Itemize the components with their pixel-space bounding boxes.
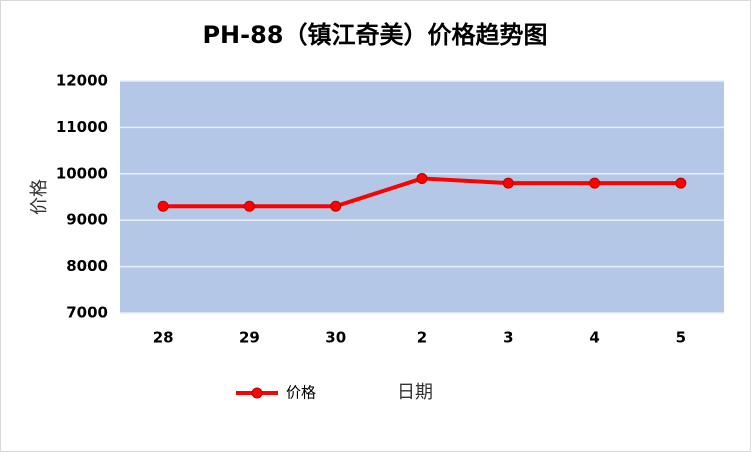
x-tick-label: 28: [153, 329, 174, 347]
x-tick-label: 4: [589, 329, 599, 347]
data-point: [243, 200, 255, 212]
x-tick-label: 2: [417, 329, 427, 347]
y-tick-label: 12000: [56, 72, 108, 90]
x-axis-label: 日期: [397, 382, 433, 403]
data-point: [416, 172, 428, 184]
x-tick-label: 30: [325, 329, 346, 347]
legend-label: 价格: [286, 384, 316, 402]
x-tick-label: 3: [503, 329, 513, 347]
chart-title: PH-88（镇江奇美）价格趋势图: [202, 21, 547, 49]
data-point: [330, 200, 342, 212]
data-point: [589, 177, 601, 189]
data-point: [675, 177, 687, 189]
y-tick-label: 10000: [56, 164, 108, 182]
x-tick-label: 5: [676, 329, 686, 347]
data-point: [502, 177, 514, 189]
y-tick-label: 7000: [66, 304, 108, 322]
y-tick-label: 8000: [66, 257, 108, 275]
data-point: [157, 200, 169, 212]
legend-marker: [251, 387, 263, 399]
plot-area: [120, 81, 724, 313]
x-tick-label: 29: [239, 329, 260, 347]
y-tick-label: 9000: [66, 211, 108, 229]
y-axis-label: 价格: [29, 179, 50, 215]
y-tick-label: 11000: [56, 118, 108, 136]
